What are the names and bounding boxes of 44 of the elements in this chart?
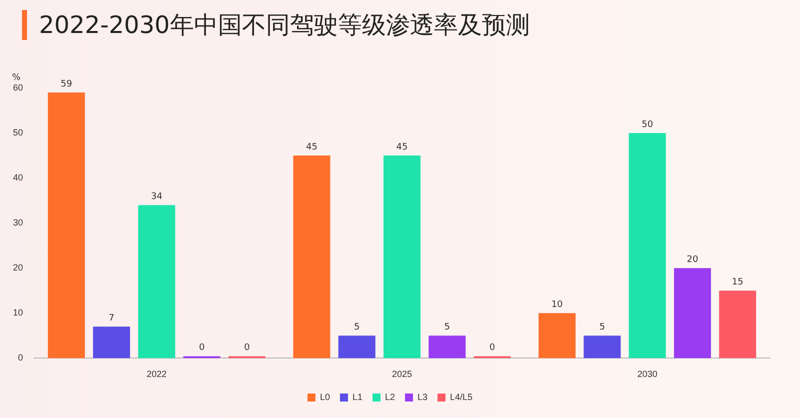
bar [628,133,666,358]
y-tick-label: 30 [12,218,24,228]
data-label: 10 [551,300,564,310]
bar [48,92,85,358]
bar [674,268,711,358]
bar [384,156,421,358]
data-label: 5 [354,322,360,333]
data-label: 45 [306,142,318,152]
y-tick-label: 0 [18,352,24,363]
bar [138,205,176,358]
data-label: 45 [396,142,408,152]
y-tick-label: 40 [12,172,24,183]
data-label: 7 [108,314,114,324]
data-label: 5 [444,322,450,333]
chart-title: 2022-2030年中国不同驾驶等级渗透率及预测 [22,10,530,40]
bar [93,326,130,358]
y-axis-title: % [12,72,22,83]
bar [338,336,376,358]
data-label: 15 [732,277,744,288]
x-tick-label: 2025 [392,369,412,380]
bar [719,290,756,358]
bar [538,313,576,358]
y-tick-label: 50 [12,128,24,138]
data-label: 50 [642,120,654,130]
bar [428,336,466,358]
x-tick-label: 2022 [146,369,167,380]
bar [293,156,330,358]
y-tick-label: 10 [12,308,24,318]
legend-label: L3 [418,392,428,402]
data-label: 34 [150,192,163,202]
data-label: 5 [599,322,606,333]
legend-label: L4/L5 [450,392,473,402]
legend-label: L0 [320,392,330,402]
x-tick-label: 2030 [637,369,658,380]
data-label: 0 [198,343,205,354]
data-label: 0 [244,343,250,354]
bar [584,336,621,358]
y-tick-label: 20 [12,262,24,273]
data-label: 20 [686,254,698,265]
data-label: 59 [60,79,72,90]
legend-label: L1 [352,392,362,402]
y-tick-label: 60 [12,82,24,92]
legend-label: L2 [384,392,396,402]
data-label: 0 [489,343,496,354]
